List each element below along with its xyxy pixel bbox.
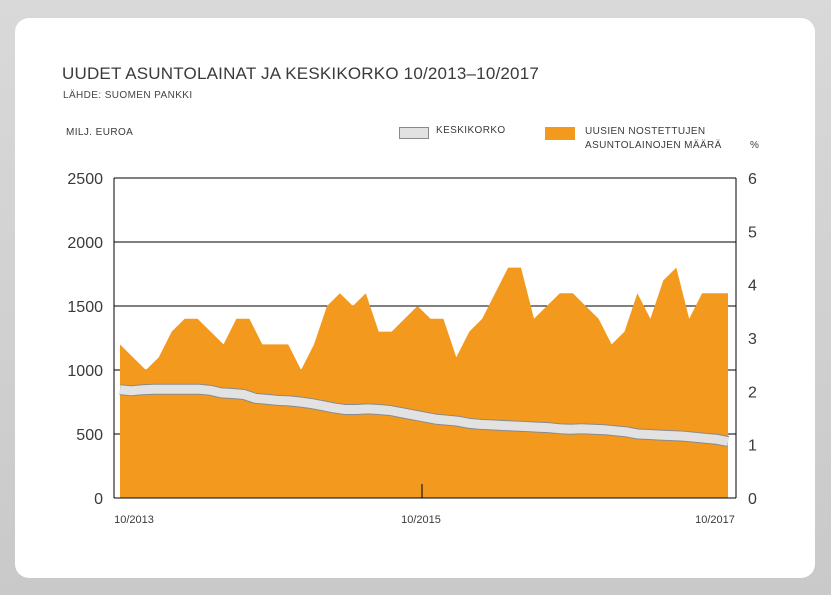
y-right-tick-label: 5 <box>748 224 757 241</box>
y-left-tick-label: 0 <box>94 491 103 508</box>
legend-swatch-loans <box>545 127 575 140</box>
x-tick-label: 10/2015 <box>401 514 441 526</box>
y-right-tick-label: 3 <box>748 331 757 348</box>
y-left-tick-label: 1000 <box>67 363 103 380</box>
right-axis-unit: % <box>750 140 759 151</box>
x-tick-label: 10/2017 <box>695 514 735 526</box>
y-right-tick-label: 4 <box>748 278 757 295</box>
y-right-tick-label: 1 <box>748 438 757 455</box>
loans-area <box>120 267 728 498</box>
y-left-tick-label: 2500 <box>67 171 103 188</box>
rate-line <box>119 384 729 446</box>
legend-swatch-rate <box>399 127 429 139</box>
y-right-tick-label: 6 <box>748 171 757 188</box>
chart-title: UUDET ASUNTOLAINAT JA KESKIKORKO 10/2013… <box>62 64 540 83</box>
legend-label-loans: UUSIEN NOSTETTUJEN ASUNTOLAINOJEN MÄÄRÄ <box>585 126 722 151</box>
x-tick-label: 10/2013 <box>114 514 154 526</box>
y-left-tick-label: 1500 <box>67 299 103 316</box>
left-axis-unit: MILJ. EUROA <box>66 127 134 138</box>
y-right-tick-label: 0 <box>748 491 757 508</box>
y-left-tick-label: 2000 <box>67 235 103 252</box>
y-right-tick-label: 2 <box>748 384 757 401</box>
y-left-tick-label: 500 <box>76 427 103 444</box>
chart-source: LÄHDE: SUOMEN PANKKI <box>63 90 193 101</box>
legend-label-rate: KESKIKORKO <box>436 125 506 136</box>
